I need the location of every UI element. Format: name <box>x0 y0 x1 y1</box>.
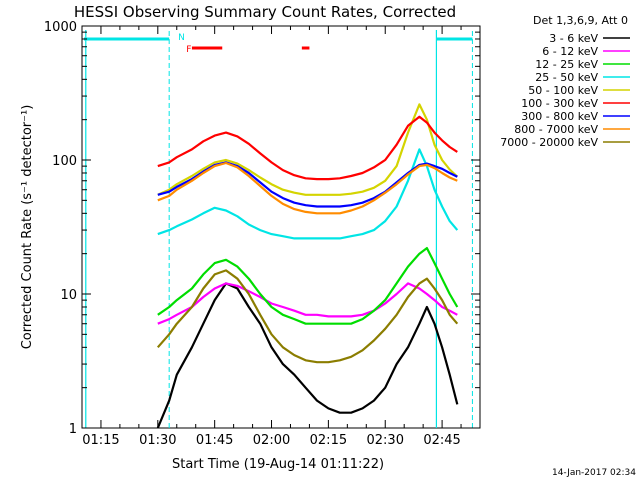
flare-markers: F <box>186 45 310 55</box>
x-tick-label: 01:30 <box>139 433 176 448</box>
series-line <box>157 103 459 196</box>
series-line <box>157 161 458 215</box>
series-line <box>156 269 459 364</box>
legend-label: 6 - 12 keV <box>542 45 598 58</box>
x-axis: 01:15 01:30 01:45 02:00 02:15 02:30 02:45 <box>81 26 481 448</box>
legend-label: 800 - 7000 keV <box>514 123 598 136</box>
night-label: N <box>178 33 185 43</box>
y-tick-label: 100 <box>52 154 77 169</box>
y-tick-label: 1 <box>69 422 77 437</box>
x-tick-label: 01:15 <box>82 433 119 448</box>
legend-label: 7000 - 20000 keV <box>500 136 598 149</box>
x-tick-label: 01:45 <box>196 433 233 448</box>
legend-label: 3 - 6 keV <box>549 32 598 45</box>
legend-label: 12 - 25 keV <box>535 58 598 71</box>
y-axis: 1 10 100 1000 <box>44 20 480 437</box>
legend-label: 300 - 800 keV <box>521 110 598 123</box>
timestamp-footer: 14-Jan-2017 02:34 <box>552 468 636 478</box>
legend-label: 25 - 50 keV <box>535 71 598 84</box>
legend-label: 100 - 300 keV <box>521 97 598 110</box>
x-tick-label: 02:30 <box>367 433 404 448</box>
series-line <box>157 282 458 325</box>
x-tick-label: 02:00 <box>253 433 290 448</box>
legend-title: Det 1,3,6,9, Att 0 <box>533 14 628 27</box>
flare-label: F <box>186 45 191 55</box>
x-tick-label: 02:45 <box>423 433 460 448</box>
series-line <box>157 247 459 325</box>
series-layer <box>156 103 459 429</box>
y-tick-label: 1000 <box>44 20 77 35</box>
y-tick-label: 10 <box>60 288 77 303</box>
series-line <box>156 282 459 429</box>
observation-overlay: N <box>84 30 473 428</box>
y-axis-label: Corrected Count Rate (s⁻¹ detector⁻¹) <box>20 105 35 350</box>
series-line <box>157 115 458 181</box>
legend-label: 50 - 100 keV <box>528 84 598 97</box>
chart-title: HESSI Observing Summary Count Rates, Cor… <box>74 3 456 21</box>
x-axis-label: Start Time (19-Aug-14 01:11:22) <box>172 457 384 472</box>
series-line <box>157 161 458 208</box>
series-line <box>157 148 459 240</box>
x-tick-label: 02:15 <box>310 433 347 448</box>
plot-frame <box>81 25 481 429</box>
